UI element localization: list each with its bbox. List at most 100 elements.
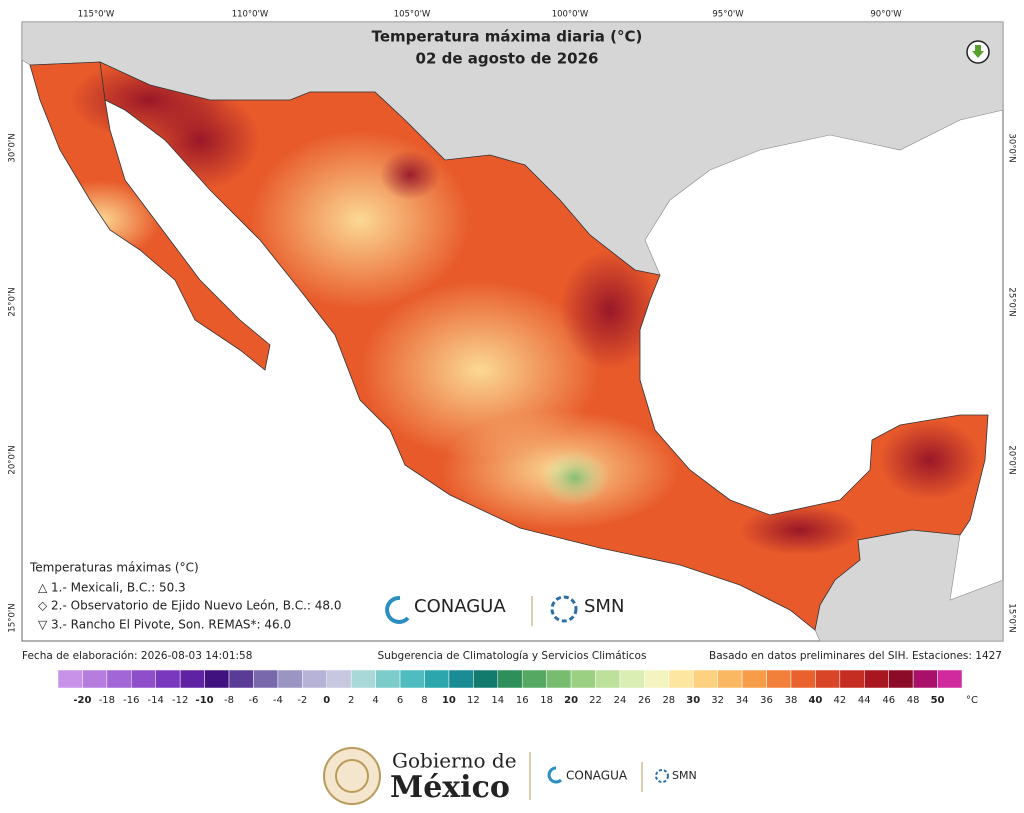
lon-label: 105°0'W	[394, 10, 431, 20]
map-subtitle: 02 de agosto de 2026	[416, 50, 599, 68]
colorbar-swatch	[741, 669, 767, 689]
bottom-conagua-icon	[547, 766, 563, 784]
colorbar-tick-label: -2	[297, 695, 307, 706]
colorbar-tick-label: 34	[736, 695, 749, 706]
colorbar-swatch	[253, 669, 279, 689]
colorbar-tick-label: 42	[833, 695, 846, 706]
colorbar-tick-label: -4	[273, 695, 283, 706]
colorbar-tick-label: -8	[224, 695, 234, 706]
colorbar-swatch	[375, 669, 401, 689]
lat-label: 20°0'N	[8, 445, 18, 474]
lat-label-right: 20°0'N	[1007, 445, 1017, 474]
colorbar-tick-label: 22	[589, 695, 602, 706]
colorbar-swatch	[106, 669, 132, 689]
colorbar-swatch	[619, 669, 645, 689]
bottom-conagua: CONAGUA	[566, 769, 628, 783]
lon-label: 110°0'W	[232, 10, 269, 20]
lon-label: 100°0'W	[552, 10, 589, 20]
lat-label-right: 15°0'N	[1007, 603, 1017, 632]
colorbar-swatch	[350, 669, 376, 689]
logos: CONAGUA SMN	[385, 595, 624, 626]
shield	[323, 747, 381, 805]
shield-inner	[335, 759, 369, 793]
colorbar-swatch	[228, 669, 254, 689]
colorbar-tick-label: 18	[540, 695, 553, 706]
colorbar-tick-label: 32	[711, 695, 724, 706]
colorbar-tick-label: 44	[858, 695, 871, 706]
lat-label-right: 30°0'N	[1007, 133, 1017, 162]
colorbar-swatch	[717, 669, 743, 689]
colorbar-unit: °C	[966, 695, 978, 706]
conagua-logo: CONAGUA	[414, 596, 506, 617]
colorbar-swatch	[815, 669, 841, 689]
smn-icon	[550, 595, 578, 623]
colorbar-swatch	[570, 669, 596, 689]
footer-right: Basado en datos preliminares del SIH. Es…	[709, 650, 1002, 662]
colorbar-tick-label: 48	[907, 695, 920, 706]
colorbar: -20 -18 -16 -14 -12 -10 -8 -6 -4 -2 0 2 4 6 8 10 12 14 16 1…	[57, 669, 978, 706]
colorbar-tick-label: -10	[196, 695, 214, 706]
colorbar-tick-label: -12	[172, 695, 188, 706]
bottom-smn: SMN	[672, 769, 697, 782]
colorbar-tick-label: 36	[760, 695, 773, 706]
colorbar-tick-label: -20	[73, 695, 91, 706]
colorbar-swatch	[473, 669, 499, 689]
colorbar-tick-label: 26	[638, 695, 651, 706]
colorbar-swatch	[424, 669, 450, 689]
colorbar-tick-label: 30	[686, 695, 700, 706]
footer-left: Fecha de elaboración: 2026-08-03 14:01:5…	[22, 650, 252, 662]
colorbar-swatch	[497, 669, 523, 689]
gob-line1: Gobierno de	[392, 749, 517, 773]
bottom-smn-icon	[655, 769, 669, 783]
bottom-logos: Gobierno de México CONAGUA SMN	[323, 747, 697, 805]
map-title: Temperatura máxima diaria (°C)	[372, 28, 643, 46]
colorbar-tick-label: 14	[491, 695, 504, 706]
colorbar-tick-label: 46	[882, 695, 895, 706]
lat-label: 15°0'N	[8, 603, 18, 632]
footer-center: Subgerencia de Climatología y Servicios …	[378, 650, 647, 662]
mexico-outline	[29, 61, 989, 631]
lon-label: 115°0'W	[78, 10, 115, 20]
download-arrow	[972, 45, 984, 58]
colorbar-tick-label: 4	[372, 695, 378, 706]
colorbar-swatch	[326, 669, 352, 689]
colorbar-swatch	[302, 669, 328, 689]
colorbar-tick-label: -6	[248, 695, 258, 706]
colorbar-swatch	[546, 669, 572, 689]
conagua-icon	[385, 595, 410, 624]
colorbar-swatch	[864, 669, 889, 689]
colorbar-swatch	[668, 669, 694, 689]
colorbar-swatch	[790, 669, 816, 689]
colorbar-tick-label: 20	[564, 695, 578, 706]
colorbar-swatch	[912, 669, 938, 689]
lon-label: 95°0'W	[712, 10, 744, 20]
lat-label: 30°0'N	[8, 133, 18, 162]
colorbar-swatch	[57, 669, 83, 689]
colorbar-swatch	[204, 669, 230, 689]
colorbar-tick-label: 12	[467, 695, 480, 706]
colorbar-tick-label: 38	[785, 695, 798, 706]
colorbar-tick-label: 6	[397, 695, 403, 706]
lat-label: 25°0'N	[8, 287, 18, 316]
gob-line2: México	[390, 770, 510, 805]
lat-label-right: 25°0'N	[1007, 287, 1017, 316]
smn-logo: SMN	[584, 596, 624, 617]
colorbar-swatch	[399, 669, 425, 689]
colorbar-tick-label: -16	[123, 695, 139, 706]
extreme-item: △ 1.- Mexicali, B.C.: 50.3	[38, 581, 186, 595]
colorbar-tick-label: -14	[148, 695, 164, 706]
map: Temperatura máxima diaria (°C) 02 de ago…	[21, 21, 1004, 642]
colorbar-tick-label: 40	[808, 695, 822, 706]
colorbar-swatch	[595, 669, 621, 689]
colorbar-swatch	[131, 669, 156, 689]
colorbar-swatch	[82, 669, 108, 689]
colorbar-tick-label: 50	[931, 695, 945, 706]
colorbar-swatch	[839, 669, 865, 689]
colorbar-tick-label: 2	[348, 695, 354, 706]
colorbar-tick-label: 24	[614, 695, 627, 706]
colorbar-tick-label: 0	[323, 695, 330, 706]
colorbar-swatch	[448, 669, 474, 689]
extremes-heading: Temperaturas máximas (°C)	[29, 561, 199, 575]
colorbar-swatch	[692, 669, 718, 689]
